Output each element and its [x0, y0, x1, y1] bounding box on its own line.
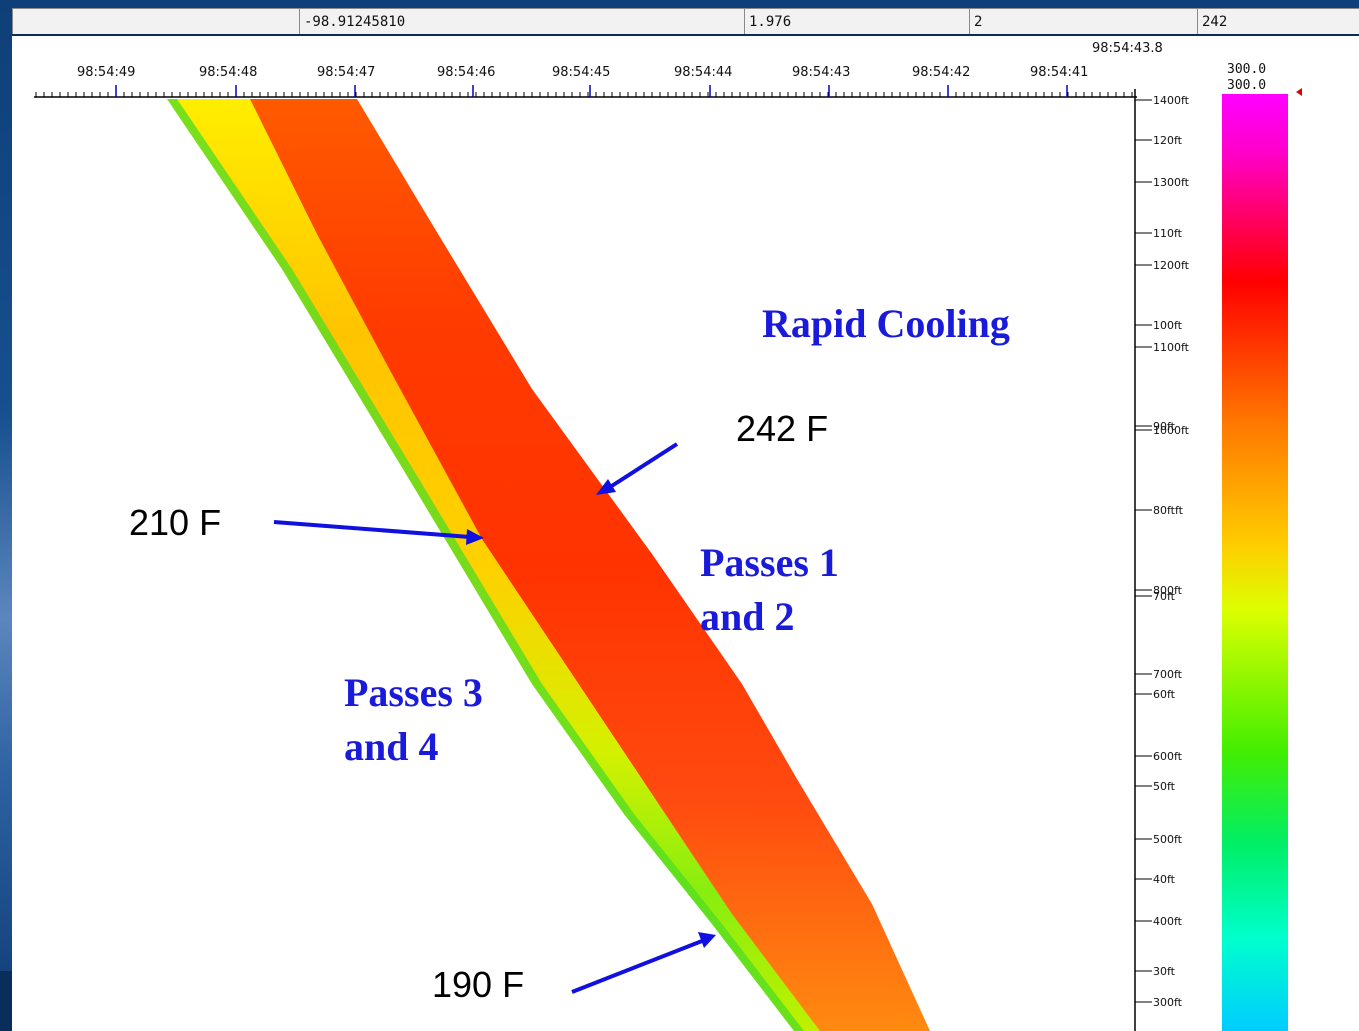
- temp-210-label: 210 F: [129, 502, 222, 543]
- x-tick-label: 98:54:47: [317, 65, 375, 80]
- color-scale: 300.0 300.0: [1222, 62, 1302, 1031]
- arrow-210-icon: [273, 520, 484, 545]
- status-cell-blank: [12, 8, 299, 34]
- x-tick-label: 98:54:49: [77, 65, 135, 80]
- y-tick-label: 120ft: [1153, 134, 1183, 147]
- y-tick-label: 1000ft: [1153, 424, 1190, 437]
- scale-max-label: 300.0: [1227, 78, 1266, 93]
- x-tick-label: 98:54:44: [674, 65, 732, 80]
- y-tick-label: 300ft: [1153, 996, 1183, 1009]
- arrow-190-icon: [571, 932, 716, 994]
- y-tick-label: 30ft: [1153, 965, 1176, 978]
- y-tick-label: 1300ft: [1153, 176, 1190, 189]
- color-scale-bar: [1222, 94, 1288, 1031]
- strip-passes-3-4: [167, 99, 882, 1031]
- slide-background-edge: [0, 0, 12, 1031]
- y-tick-label: 1400ft: [1153, 94, 1190, 107]
- rapid-cooling-label: Rapid Cooling: [762, 301, 1010, 346]
- y-tick-label: 700ft: [1153, 668, 1183, 681]
- top-axis: 98:54:43.8 98:54:49 98:54:48 98:54:47 98…: [34, 41, 1163, 98]
- strip-passes-3-4-edge: [167, 99, 804, 1031]
- scale-max-label: 300.0: [1227, 62, 1266, 77]
- y-tick-label: 50ft: [1153, 780, 1176, 793]
- y-tick-label: 100ft: [1153, 319, 1183, 332]
- y-tick-label: 110ft: [1153, 227, 1183, 240]
- y-tick-label: 400ft: [1153, 915, 1183, 928]
- annotation-arrows: [273, 442, 716, 994]
- x-tick-label: 98:54:41: [1030, 65, 1088, 80]
- x-tick-label: 98:54:46: [437, 65, 495, 80]
- y-tick-label: 600ft: [1153, 750, 1183, 763]
- y-tick-label: 80ftft: [1153, 504, 1184, 517]
- pass-strips: [167, 99, 930, 1031]
- strip-passes-1-2: [250, 99, 930, 1031]
- x-tick-label: 98:54:43: [792, 65, 850, 80]
- y-tick-label: 90ft: [1153, 420, 1176, 433]
- elevation-axis: 1400ft 120ft 1300ft 110ft 1200ft 100ft 1100ft 9…: [1134, 89, 1190, 1031]
- x-tick-label: 98:54:45: [552, 65, 610, 80]
- y-tick-label: 60ft: [1153, 688, 1176, 701]
- map-canvas[interactable]: 98:54:43.8 98:54:49 98:54:48 98:54:47 98…: [12, 34, 1359, 1031]
- y-tick-label: 40ft: [1153, 873, 1176, 886]
- slide-logo-fragment: [0, 971, 12, 1031]
- x-tick-label: 98:54:48: [199, 65, 257, 80]
- status-bar: -98.91245810 1.976 2 242: [12, 0, 1359, 36]
- arrow-242-icon: [596, 442, 679, 495]
- map-plot-area[interactable]: 98:54:43.8 98:54:49 98:54:48 98:54:47 98…: [12, 34, 1359, 1031]
- passes-1-2-label: Passes 1 and 2: [700, 540, 839, 639]
- corner-coordinate-label: 98:54:43.8: [1092, 41, 1163, 56]
- y-tick-label: 500ft: [1153, 833, 1183, 846]
- status-field-3: 2: [969, 8, 1197, 34]
- passes-3-4-label: Passes 3 and 4: [344, 670, 483, 769]
- x-tick-label: 98:54:42: [912, 65, 970, 80]
- scale-pointer-icon: [1296, 88, 1302, 96]
- y-tick-label: 800ft: [1153, 584, 1183, 597]
- temp-242-label: 242 F: [736, 408, 829, 449]
- temp-190-label: 190 F: [432, 964, 525, 1005]
- status-field-4: 242: [1197, 8, 1359, 34]
- status-field-2: 1.976: [744, 8, 969, 34]
- y-tick-label: 70ft: [1153, 590, 1176, 603]
- y-tick-label: 1200ft: [1153, 259, 1190, 272]
- y-tick-label: 1100ft: [1153, 341, 1190, 354]
- status-longitude: -98.91245810: [299, 8, 744, 34]
